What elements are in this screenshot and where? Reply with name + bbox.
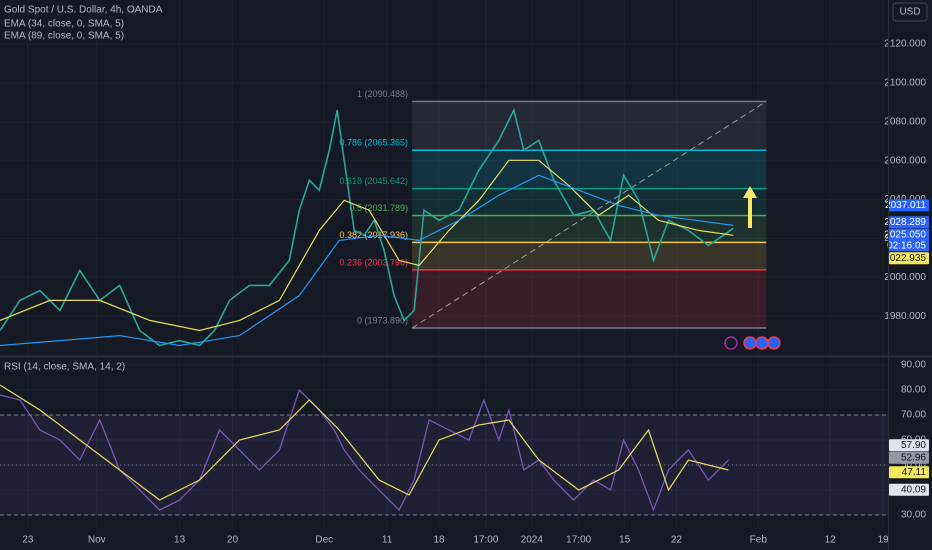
x-tick-label: 12	[825, 535, 837, 546]
x-tick-label: 2024	[521, 535, 544, 546]
y-tick-label: 2080.000	[884, 116, 926, 127]
icon[interactable]	[755, 336, 769, 350]
price-label: 2025.050	[884, 229, 926, 240]
rsi-title: RSI (14, close, SMA, 14, 2)	[4, 362, 125, 373]
price-label-box	[889, 451, 929, 464]
price-label-box	[889, 199, 929, 212]
chart-title: Gold Spot / U.S. Dollar, 4h, OANDA	[4, 5, 163, 16]
line	[0, 159, 734, 332]
x-tick-label: 17:00	[566, 535, 591, 546]
fib-label: 1 (2090.488)	[357, 89, 408, 99]
y-tick-label: 2100.000	[884, 78, 926, 89]
price-label: 52.96	[901, 452, 926, 463]
y-tick-label: 1980.000	[884, 311, 926, 322]
line	[0, 388, 729, 512]
x-tick-label: Feb	[750, 535, 768, 546]
y-tick-label: 2000.000	[884, 272, 926, 283]
fib-label: 0 (1973.890)	[357, 315, 408, 325]
icon[interactable]	[767, 336, 781, 350]
price-label-box	[889, 466, 929, 479]
price-label-box	[889, 216, 929, 229]
fib-label: 0.618 (2045.642)	[340, 176, 409, 186]
y-tick-label: 2060.000	[884, 155, 926, 166]
price-label-box	[889, 228, 929, 241]
fib-band	[412, 242, 767, 270]
icon[interactable]	[743, 336, 757, 350]
currency[interactable]: USD	[899, 7, 920, 18]
toolbar-icons[interactable]	[724, 336, 781, 350]
line	[0, 174, 734, 347]
y-tick-label: 70.00	[901, 410, 926, 421]
x-tick-label: 13	[174, 535, 186, 546]
legend-entry: EMA (34, close, 0, SMA, 5)	[4, 19, 124, 30]
x-tick-label: 18	[433, 535, 445, 546]
price-label-box	[889, 252, 929, 265]
countdown: 02:16:05	[887, 240, 926, 251]
x-tick-label: 11	[382, 535, 393, 546]
x-tick-label: 15	[619, 535, 631, 546]
x-tick-label: 23	[22, 535, 34, 546]
y-tick-label: 50.00	[901, 460, 926, 471]
price-label: 2022.935	[884, 253, 926, 264]
countdown-box	[889, 240, 929, 252]
x-tick-label: 19	[877, 535, 889, 546]
y-tick-label: 2120.000	[884, 39, 926, 50]
y-tick-label: 90.00	[901, 360, 926, 371]
fib-band	[412, 215, 767, 243]
price-label: 2028.289	[884, 217, 926, 228]
x-tick-label: 20	[227, 535, 239, 546]
fib-label: 0.236 (2003.796)	[340, 257, 409, 267]
fib-label: 0.5 (2031.789)	[350, 203, 409, 213]
x-tick-label: 17:00	[473, 535, 498, 546]
y-tick-label: 80.00	[901, 385, 926, 396]
icon[interactable]	[724, 336, 738, 350]
y-tick-label: 30.00	[901, 510, 926, 521]
price-label: 47.11	[902, 467, 927, 478]
price-label: 57.90	[901, 440, 926, 451]
fib-band	[412, 269, 767, 329]
price-label: 2037.011	[885, 200, 926, 211]
price-label-box	[889, 483, 929, 496]
x-tick-label: Nov	[88, 535, 106, 546]
fib-label: 0.382 (2017.936)	[340, 230, 409, 240]
arrow-annotation	[743, 186, 757, 228]
x-tick-label: 22	[671, 535, 683, 546]
legend-entry: EMA (89, close, 0, SMA, 5)	[4, 31, 124, 42]
line	[0, 384, 729, 501]
fib-label: 0.786 (2065.365)	[340, 138, 409, 148]
x-tick-label: Dec	[315, 535, 333, 546]
price-label: 40.09	[901, 484, 926, 495]
price-label-box	[889, 439, 929, 452]
fib-band	[412, 101, 767, 151]
currency-box[interactable]	[892, 2, 928, 22]
line	[0, 107, 734, 347]
fib-band	[412, 150, 767, 189]
fib-trend	[411, 101, 767, 329]
